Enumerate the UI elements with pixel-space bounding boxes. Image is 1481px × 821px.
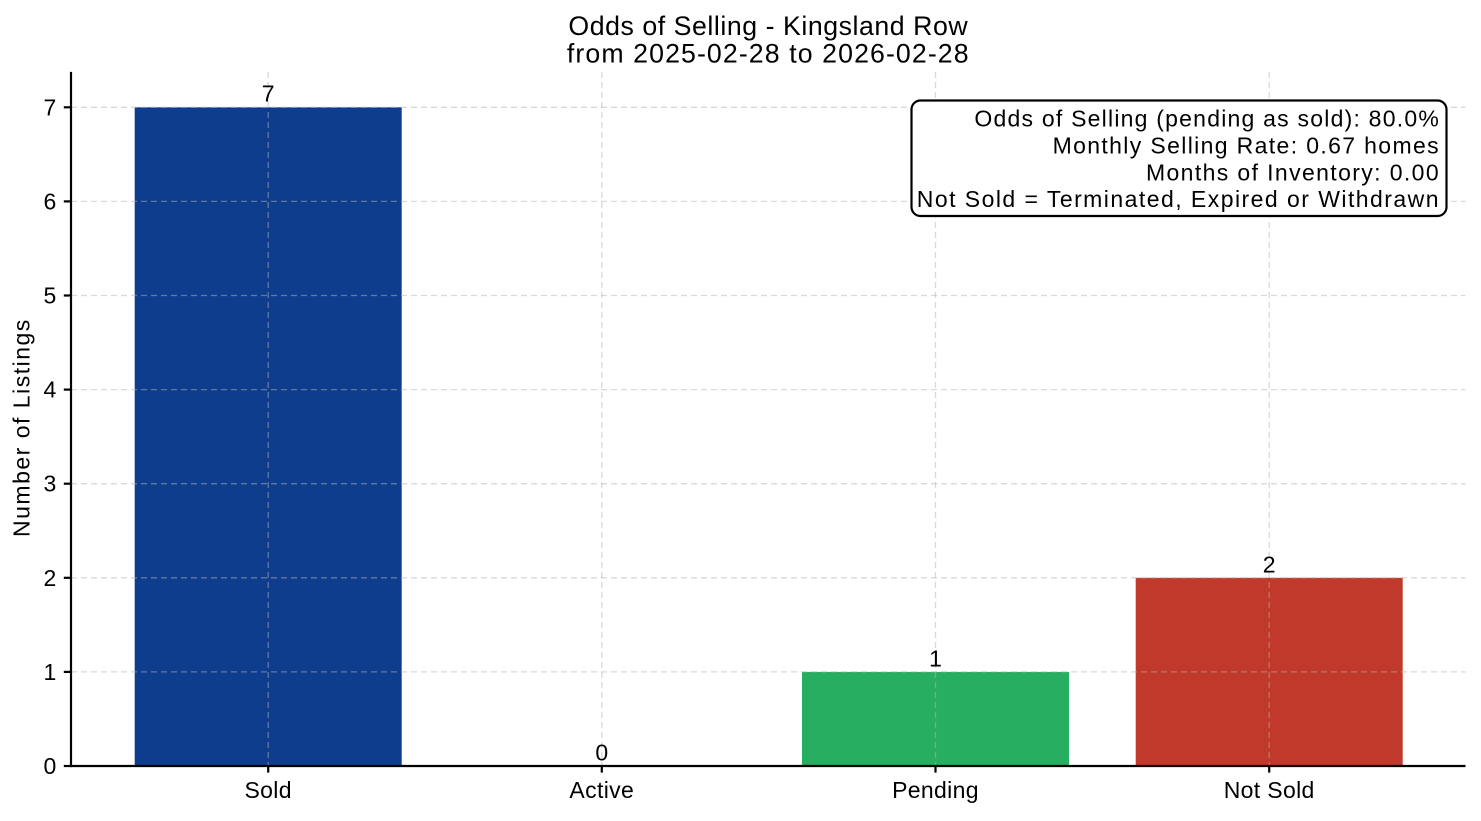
svg-text:4: 4	[44, 377, 57, 403]
svg-text:2: 2	[44, 565, 57, 591]
svg-text:3: 3	[44, 471, 57, 497]
svg-text:Sold: Sold	[244, 777, 291, 803]
svg-text:Number of Listings: Number of Listings	[8, 318, 34, 537]
svg-text:7: 7	[262, 81, 275, 107]
svg-text:Months of Inventory: 0.00: Months of Inventory: 0.00	[1146, 159, 1440, 185]
svg-text:Pending: Pending	[892, 777, 979, 803]
svg-text:Active: Active	[569, 777, 634, 803]
svg-text:1: 1	[44, 659, 57, 685]
svg-text:0: 0	[595, 739, 608, 765]
svg-text:Monthly Selling Rate: 0.67 hom: Monthly Selling Rate: 0.67 homes	[1053, 133, 1440, 159]
svg-text:1: 1	[929, 645, 942, 671]
svg-text:5: 5	[44, 283, 57, 309]
svg-text:0: 0	[44, 753, 57, 779]
svg-text:2: 2	[1263, 551, 1276, 577]
svg-text:from 2025-02-28 to 2026-02-28: from 2025-02-28 to 2026-02-28	[567, 39, 970, 69]
svg-text:6: 6	[44, 188, 57, 214]
svg-text:7: 7	[44, 94, 57, 120]
svg-text:Odds of Selling (pending as so: Odds of Selling (pending as sold): 80.0%	[974, 106, 1440, 132]
svg-text:Not Sold: Not Sold	[1224, 777, 1315, 803]
svg-text:Not Sold = Terminated, Expired: Not Sold = Terminated, Expired or Withdr…	[917, 186, 1440, 212]
svg-text:Odds of Selling - Kingsland Ro: Odds of Selling - Kingsland Row	[568, 11, 968, 41]
